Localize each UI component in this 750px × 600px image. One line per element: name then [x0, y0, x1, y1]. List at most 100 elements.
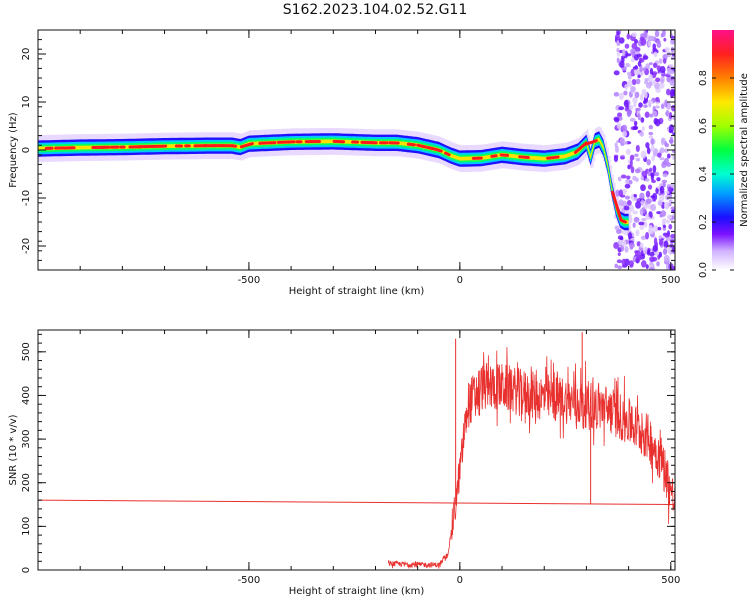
spectrum-noise [644, 77, 650, 82]
spectrum-noise [614, 225, 619, 231]
spectrum-noise [656, 41, 662, 48]
spectrum-noise [637, 74, 641, 79]
spectrum-noise [618, 92, 624, 101]
spectrum-noise [631, 43, 638, 50]
y-tick-label: 20 [21, 48, 32, 61]
spectrum-noise [628, 179, 633, 185]
spectrum-noise [653, 51, 658, 58]
spectrum-peak [518, 155, 530, 160]
spectrum-noise [660, 33, 664, 38]
spectrum-noise [668, 224, 673, 230]
spectrum-noise [645, 190, 651, 198]
spectrum-noise [642, 246, 649, 255]
spectrum-noise [670, 46, 675, 53]
spectrum-noise [643, 203, 648, 210]
spectrum-noise [640, 199, 645, 206]
spectrum-noise [631, 32, 637, 37]
spectrum-noise [661, 179, 668, 184]
spectrum-noise [624, 195, 631, 200]
spectrum-noise [666, 190, 670, 194]
spectrum-noise [617, 112, 623, 118]
spectrum-noise [626, 33, 631, 40]
colorbar-tick-label: 0.8 [698, 70, 709, 86]
spectrum-noise [635, 257, 642, 261]
spectrum-noise [616, 31, 620, 35]
spectrum-noise [666, 153, 671, 159]
spectrum-noise [619, 137, 625, 144]
spectrum-noise [624, 43, 630, 49]
colorbar-scale [712, 30, 734, 270]
spectrum-noise [640, 235, 647, 241]
spectrum-noise [639, 36, 645, 41]
spectrum-noise [661, 217, 667, 225]
spectrogram-panel: -500 0 500 -20 -10 0 10 20 Height of straight li… [8, 29, 680, 297]
spectrum-noise [648, 40, 652, 47]
spectrum-noise [613, 70, 620, 76]
spectrum-noise [632, 210, 638, 215]
spectrum-noise [621, 258, 627, 267]
spectrum-peak [425, 145, 436, 151]
spectrum-noise [657, 152, 662, 158]
spectrum-noise [645, 264, 649, 270]
x-axis-label: Height of straight line (km) [289, 586, 425, 597]
spectrum-noise [660, 75, 665, 84]
spectrum-noise [639, 209, 644, 215]
spectrum-noise [669, 136, 674, 145]
spectrum-noise [617, 265, 623, 270]
spectrum-noise [663, 37, 667, 42]
spectrum-noise [639, 131, 645, 137]
spectrum-noise [659, 65, 666, 74]
spectrum-noise [664, 47, 670, 52]
spectrum-noise [636, 241, 641, 247]
y-tick-label: 300 [21, 430, 32, 449]
spectrum-noise [625, 62, 630, 68]
spectrum-noise [627, 74, 632, 80]
spectrum-noise [643, 104, 648, 109]
spectrum-noise [618, 37, 625, 44]
spectrum-noise [659, 194, 665, 202]
spectrum-noise [623, 141, 628, 145]
spectrum-noise [626, 175, 631, 180]
spectrum-noise [645, 81, 652, 89]
spectrum-noise [671, 154, 675, 160]
spectrum-noise [616, 122, 622, 130]
spectrum-noise [666, 214, 673, 220]
x-tick-label: -500 [238, 275, 261, 286]
spectrum-noise [633, 39, 639, 45]
spectrum-noise [645, 178, 650, 182]
spectrum-noise [645, 213, 649, 218]
spectrum-noise [642, 55, 649, 60]
spectrum-noise [661, 137, 666, 144]
spectrum-peak [620, 219, 627, 224]
y-tick-label: 400 [21, 386, 32, 405]
spectrum-noise [644, 91, 648, 99]
spectrum-noise [662, 248, 668, 255]
spectrum-noise [632, 222, 636, 228]
spectrum-noise [652, 43, 657, 50]
spectrum-noise [629, 159, 633, 168]
spectrum-noise [630, 166, 635, 174]
spectrum-noise [650, 173, 655, 181]
spectrum-noise [672, 132, 675, 136]
spectrum-noise [647, 184, 653, 190]
y-tick-label: 500 [21, 342, 32, 361]
spectrum-peak [406, 142, 416, 147]
spectrum-noise [633, 193, 637, 198]
spectrum-noise [660, 210, 667, 217]
spectrum-noise [645, 198, 652, 205]
y-tick-label: 10 [21, 96, 32, 109]
spectrum-noise [665, 110, 669, 117]
spectrum-noise [629, 117, 636, 122]
spectrum-noise [613, 92, 620, 97]
spectrum-noise [665, 88, 671, 96]
spectrum-noise [639, 226, 644, 230]
spectrum-noise [658, 235, 662, 240]
spectrum-noise [635, 78, 641, 85]
spectrum-noise [633, 120, 638, 127]
spectrum-noise [648, 135, 654, 139]
spectrum-noise [656, 177, 661, 182]
spectrum-noise [618, 106, 625, 111]
spectrum-peak [230, 144, 238, 148]
spectrum-noise [613, 241, 620, 249]
